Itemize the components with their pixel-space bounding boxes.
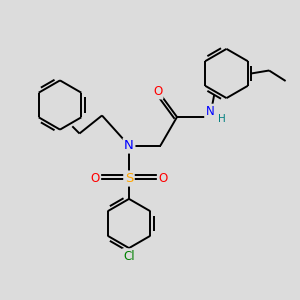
Text: S: S bbox=[125, 172, 133, 185]
Text: Cl: Cl bbox=[123, 250, 135, 263]
Text: O: O bbox=[158, 172, 167, 185]
Text: O: O bbox=[153, 85, 162, 98]
Text: N: N bbox=[124, 139, 134, 152]
Text: H: H bbox=[218, 113, 225, 124]
Text: O: O bbox=[91, 172, 100, 185]
Text: N: N bbox=[206, 105, 214, 118]
